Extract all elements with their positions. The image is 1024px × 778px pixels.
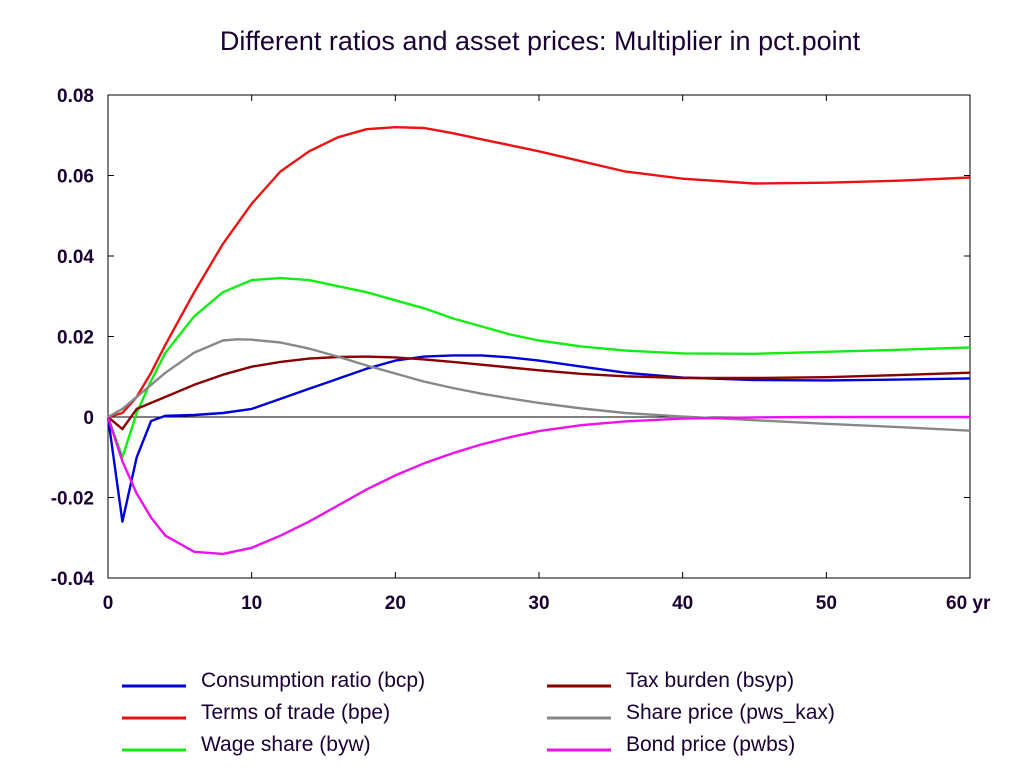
series-lines <box>106 125 971 556</box>
plot-frame <box>107 94 971 579</box>
x-tick-label: 30 <box>528 593 549 614</box>
x-tick-label: 40 <box>672 593 693 614</box>
y-tick-label: 0 <box>83 408 94 429</box>
series-line <box>106 415 970 556</box>
chart-title: Different ratios and asset prices: Multi… <box>220 26 861 56</box>
y-tick-label: 0.06 <box>57 167 94 188</box>
x-axis: 0 10 20 30 40 50 60 yr <box>103 95 991 614</box>
y-tick-label: -0.02 <box>51 489 94 510</box>
series-line <box>107 125 971 419</box>
x-tick-label: 20 <box>385 593 406 614</box>
x-tick-label: 50 <box>816 593 837 614</box>
y-axis: -0.04 -0.02 0 0.02 0.04 0.06 0.08 <box>51 86 970 590</box>
x-tick-label: 0 <box>103 593 114 614</box>
legend-label: Terms of trade (bpe) <box>201 701 390 724</box>
legend-label: Tax burden (bsyp) <box>626 669 794 692</box>
legend: Consumption ratio (bcp) Terms of trade (b… <box>122 669 835 756</box>
y-tick-label: -0.04 <box>51 569 95 590</box>
legend-label: Wage share (byw) <box>201 733 371 756</box>
series-line <box>106 276 971 459</box>
legend-label: Consumption ratio (bcp) <box>201 669 425 692</box>
x-tick-label: 60 yr <box>946 593 991 614</box>
series-line <box>107 338 971 432</box>
x-tick-label: 10 <box>241 593 262 614</box>
y-tick-label: 0.02 <box>57 328 94 349</box>
legend-label: Bond price (pwbs) <box>626 733 795 756</box>
y-tick-label: 0.08 <box>57 86 94 107</box>
series-line <box>106 354 971 523</box>
plot-border <box>107 94 971 579</box>
legend-label: Share price (pws_kax) <box>626 701 835 724</box>
y-tick-label: 0.04 <box>57 247 94 268</box>
series-line <box>107 355 971 431</box>
